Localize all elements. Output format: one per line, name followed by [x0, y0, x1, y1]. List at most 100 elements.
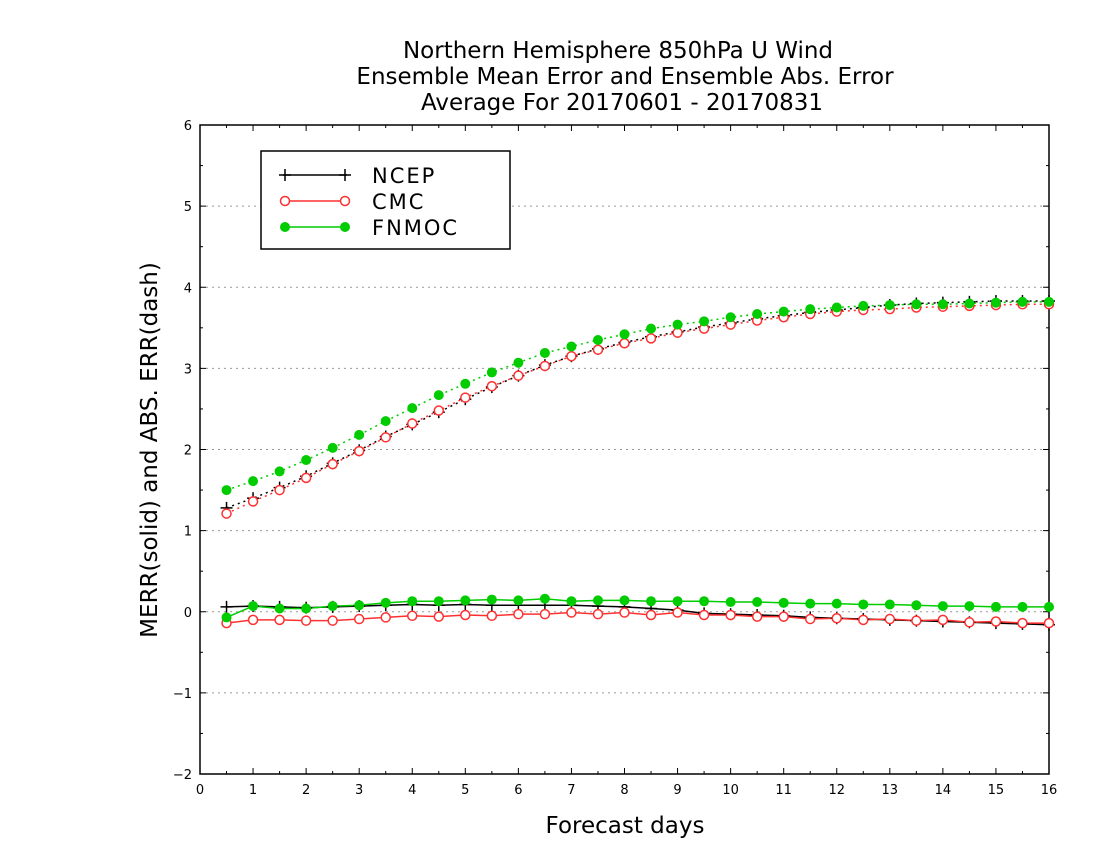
point-abs-fnmoc	[884, 300, 895, 311]
point-abs-cmc	[460, 392, 471, 403]
x-tick-label: 4	[408, 783, 416, 798]
point-abs-cmc	[486, 380, 498, 392]
point-merr-ncep	[220, 600, 233, 613]
x-tick-label: 1	[249, 783, 257, 798]
point-abs-fnmoc	[301, 455, 312, 466]
chart-title: Northern Hemisphere 850hPa U Wind Ensemb…	[356, 38, 894, 116]
point-abs-fnmoc	[566, 341, 577, 352]
point-merr-fnmoc	[646, 596, 657, 607]
point-merr-fnmoc	[990, 601, 1001, 612]
point-abs-fnmoc	[354, 429, 365, 440]
x-tick-label: 5	[461, 783, 469, 798]
x-tick-label: 0	[196, 783, 204, 798]
point-abs-cmc	[300, 472, 312, 484]
point-abs-cmc	[619, 337, 630, 349]
point-abs-fnmoc	[619, 329, 630, 340]
legend-label-ncep: NCEP	[372, 164, 436, 188]
point-merr-fnmoc	[592, 595, 603, 606]
legend-label-cmc: CMC	[372, 190, 425, 214]
y-tick-label: 4	[184, 281, 192, 296]
x-tick-label: 10	[722, 783, 739, 798]
plot-series	[220, 295, 1055, 631]
point-abs-fnmoc	[672, 319, 683, 330]
point-merr-fnmoc	[513, 595, 524, 606]
x-tick-label: 8	[620, 783, 628, 798]
point-abs-cmc	[353, 445, 365, 457]
point-merr-fnmoc	[407, 596, 418, 607]
point-abs-fnmoc	[407, 403, 418, 414]
y-tick-label: −1	[173, 687, 192, 702]
point-merr-cmc	[300, 615, 312, 626]
point-abs-cmc	[380, 432, 391, 443]
point-merr-fnmoc	[884, 599, 895, 610]
point-merr-fnmoc	[1044, 601, 1054, 612]
legend-marker-ncep	[279, 169, 291, 181]
point-merr-cmc	[247, 614, 259, 626]
y-axis-label: MERR(solid) and ABS. ERR(dash)	[137, 262, 163, 638]
point-merr-cmc	[539, 608, 551, 620]
point-abs-cmc	[539, 360, 551, 372]
series-line-merr-ncep	[226, 603, 1050, 626]
point-abs-fnmoc	[937, 299, 948, 310]
point-abs-fnmoc	[248, 476, 259, 487]
x-tick-label: 13	[882, 783, 899, 798]
point-abs-fnmoc	[990, 297, 1001, 308]
point-merr-cmc	[513, 608, 524, 620]
legend-label-fnmoc: FNMOC	[372, 216, 459, 240]
point-abs-cmc	[566, 350, 577, 362]
point-abs-fnmoc	[964, 298, 975, 309]
point-merr-fnmoc	[725, 597, 736, 608]
point-merr-cmc	[274, 614, 285, 626]
point-abs-fnmoc	[380, 416, 391, 427]
legend-marker-cmc	[339, 195, 351, 207]
point-merr-fnmoc	[539, 593, 550, 604]
point-abs-fnmoc	[486, 367, 497, 378]
y-tick-label: 6	[184, 119, 192, 134]
point-abs-fnmoc	[1017, 296, 1028, 307]
point-merr-fnmoc	[327, 601, 338, 612]
point-merr-cmc	[698, 609, 710, 621]
x-tick-label: 15	[988, 783, 1005, 798]
point-merr-fnmoc	[433, 596, 444, 607]
point-merr-fnmoc	[672, 596, 683, 607]
point-merr-cmc	[380, 612, 391, 623]
x-tick-label: 7	[567, 783, 575, 798]
point-merr-cmc	[486, 610, 498, 622]
point-merr-cmc	[353, 613, 365, 625]
point-merr-fnmoc	[805, 598, 816, 609]
title-line-1: Northern Hemisphere 850hPa U Wind	[403, 38, 833, 64]
point-abs-fnmoc	[460, 378, 471, 389]
point-abs-cmc	[592, 344, 604, 355]
point-abs-cmc	[645, 333, 657, 344]
series-line-abs-cmc	[226, 303, 1049, 515]
point-merr-cmc	[327, 615, 338, 626]
point-merr-fnmoc	[699, 596, 710, 607]
point-merr-cmc	[460, 609, 471, 621]
x-tick-label: 6	[514, 783, 522, 798]
point-merr-fnmoc	[221, 612, 232, 623]
point-abs-fnmoc	[327, 442, 338, 453]
point-merr-cmc	[804, 613, 816, 625]
point-merr-fnmoc	[460, 595, 471, 606]
point-abs-fnmoc	[1044, 296, 1054, 307]
point-abs-cmc	[433, 405, 445, 416]
point-merr-cmc	[937, 614, 949, 626]
x-tick-label: 3	[355, 783, 363, 798]
point-abs-fnmoc	[646, 323, 657, 334]
point-merr-cmc	[566, 607, 577, 618]
point-merr-cmc	[725, 609, 736, 621]
point-abs-fnmoc	[911, 299, 922, 310]
y-tick-label: 0	[184, 606, 192, 621]
point-merr-cmc	[592, 608, 604, 620]
point-merr-cmc	[778, 611, 789, 622]
point-abs-fnmoc	[433, 390, 444, 401]
point-abs-fnmoc	[699, 316, 710, 327]
point-merr-cmc	[964, 617, 975, 628]
legend-box	[260, 150, 511, 250]
point-merr-fnmoc	[248, 601, 259, 612]
point-abs-cmc	[274, 484, 285, 496]
point-merr-cmc	[831, 612, 842, 624]
